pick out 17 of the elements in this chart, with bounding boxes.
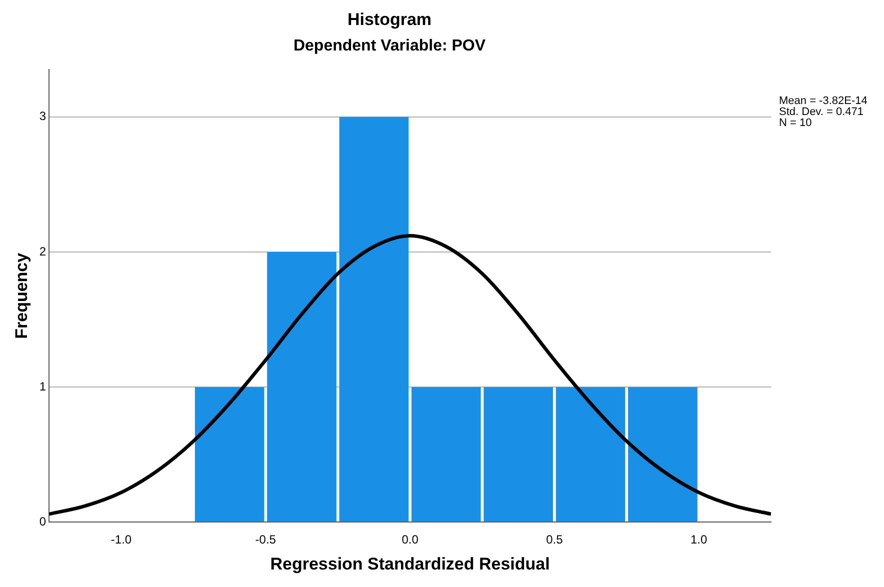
chart-title: Histogram bbox=[347, 10, 432, 29]
x-tick-label: 0.5 bbox=[546, 532, 564, 547]
text: Mean = -3.82E-14 bbox=[779, 95, 868, 108]
text: Std. Dev. = 0.471 bbox=[779, 106, 864, 118]
y-axis-title: Frequency bbox=[12, 252, 31, 339]
y-tick-label: 0 bbox=[39, 514, 46, 529]
x-tick-label: -0.5 bbox=[255, 532, 276, 547]
y-tick-label: 3 bbox=[39, 109, 46, 124]
line-series bbox=[49, 234, 771, 516]
y-tick-label: 1 bbox=[39, 379, 46, 394]
x-tick-label: 1.0 bbox=[690, 532, 708, 547]
x-tick-label: 0.0 bbox=[402, 532, 419, 547]
y-tick-label: 2 bbox=[39, 244, 46, 258]
chart-subtitle: Dependent Variable: POV bbox=[293, 37, 486, 54]
x-axis-title: Regression Standardized Residual bbox=[270, 554, 550, 574]
x-tick-label: -1.0 bbox=[110, 532, 132, 547]
text: N = 10 bbox=[779, 117, 812, 130]
